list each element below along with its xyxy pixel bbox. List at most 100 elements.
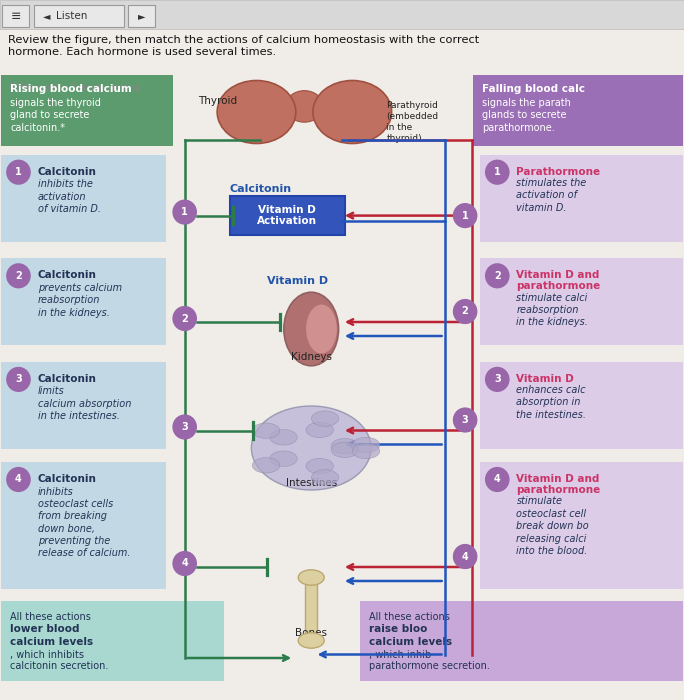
Circle shape: [172, 199, 197, 225]
Text: Calcitonin: Calcitonin: [38, 167, 96, 176]
Text: Parathormone: Parathormone: [516, 167, 601, 176]
Text: inhibits the
activation
of vitamin D.: inhibits the activation of vitamin D.: [38, 179, 101, 214]
Text: stimulates the
activation of
vitamin D.: stimulates the activation of vitamin D.: [516, 178, 587, 213]
Circle shape: [453, 203, 477, 228]
Text: © Wadsworth – Thomson Learning: © Wadsworth – Thomson Learning: [8, 83, 140, 92]
Text: 1: 1: [181, 207, 188, 217]
Text: Listen: Listen: [56, 11, 88, 21]
FancyBboxPatch shape: [1, 258, 166, 345]
Text: stimulate
osteoclast cell
break down bo
releasing calci
into the blood.: stimulate osteoclast cell break down bo …: [516, 496, 589, 556]
Text: inhibits
osteoclast cells
from breaking
down bone,
preventing the
release of cal: inhibits osteoclast cells from breaking …: [38, 486, 130, 559]
FancyBboxPatch shape: [128, 5, 155, 27]
Text: Rising blood calcium: Rising blood calcium: [10, 84, 132, 94]
FancyBboxPatch shape: [1, 155, 166, 241]
Text: Kidneys: Kidneys: [291, 352, 332, 362]
Text: Vitamin D and: Vitamin D and: [516, 270, 600, 280]
Ellipse shape: [269, 451, 297, 466]
Text: Vitamin D: Vitamin D: [267, 276, 328, 286]
Ellipse shape: [352, 443, 380, 459]
Text: Parathyroid
(embedded
in the
thyroid): Parathyroid (embedded in the thyroid): [386, 102, 438, 143]
Text: 2: 2: [15, 271, 22, 281]
Text: Review the figure, then match the actions of calcium homeostasis with the correc: Review the figure, then match the action…: [8, 35, 479, 57]
Text: 2: 2: [181, 314, 188, 323]
FancyBboxPatch shape: [480, 462, 683, 589]
Ellipse shape: [298, 570, 324, 585]
Ellipse shape: [311, 470, 339, 485]
Ellipse shape: [352, 438, 380, 453]
Text: 3: 3: [15, 374, 22, 384]
Ellipse shape: [311, 411, 339, 426]
Text: 3: 3: [462, 415, 469, 425]
Ellipse shape: [306, 304, 337, 354]
FancyBboxPatch shape: [360, 601, 683, 681]
Text: Calcitonin: Calcitonin: [38, 270, 96, 280]
Text: 1: 1: [15, 167, 22, 177]
Text: parathormone secretion.: parathormone secretion.: [369, 661, 490, 671]
Text: calcium levels: calcium levels: [10, 637, 94, 647]
Ellipse shape: [252, 423, 280, 438]
Text: lower blood: lower blood: [10, 624, 80, 634]
Circle shape: [6, 160, 31, 185]
Text: ►: ►: [138, 11, 145, 21]
Ellipse shape: [252, 458, 280, 473]
Text: 4: 4: [462, 552, 469, 561]
Text: 2: 2: [494, 271, 501, 281]
Ellipse shape: [218, 80, 295, 144]
FancyBboxPatch shape: [1, 462, 166, 589]
Text: Vitamin D and: Vitamin D and: [516, 474, 600, 484]
Text: All these actions: All these actions: [369, 612, 453, 622]
Circle shape: [485, 467, 510, 492]
FancyBboxPatch shape: [2, 5, 29, 27]
Text: Vitamin D
Activation: Vitamin D Activation: [257, 205, 317, 226]
Text: All these actions: All these actions: [10, 612, 94, 622]
Text: 4: 4: [15, 475, 22, 484]
Text: ≡: ≡: [10, 10, 21, 22]
Text: prevents calcium
reabsorption
in the kidneys.: prevents calcium reabsorption in the kid…: [38, 283, 122, 318]
Circle shape: [485, 263, 510, 288]
FancyBboxPatch shape: [0, 0, 684, 29]
FancyBboxPatch shape: [1, 362, 166, 449]
Ellipse shape: [313, 80, 391, 144]
Ellipse shape: [252, 406, 371, 490]
Circle shape: [6, 263, 31, 288]
FancyBboxPatch shape: [230, 196, 345, 235]
Ellipse shape: [331, 442, 358, 458]
FancyBboxPatch shape: [34, 5, 124, 27]
Text: signals the thyroid
gland to secrete
calcitonin.*: signals the thyroid gland to secrete cal…: [10, 98, 101, 133]
Text: , which inhib: , which inhib: [369, 650, 432, 659]
Circle shape: [453, 544, 477, 569]
FancyBboxPatch shape: [480, 362, 683, 449]
Text: 1: 1: [462, 211, 469, 220]
Ellipse shape: [331, 438, 358, 454]
Text: parathormone: parathormone: [516, 281, 601, 291]
Ellipse shape: [286, 90, 324, 122]
Circle shape: [6, 467, 31, 492]
Circle shape: [485, 160, 510, 185]
Text: parathormone: parathormone: [516, 485, 601, 495]
FancyBboxPatch shape: [1, 601, 224, 681]
Text: Thyroid: Thyroid: [198, 97, 237, 106]
Text: calcium levels: calcium levels: [369, 637, 453, 647]
Ellipse shape: [306, 458, 333, 474]
Text: limits
calcium absorption
in the intestines.: limits calcium absorption in the intesti…: [38, 386, 131, 421]
Text: 3: 3: [181, 422, 188, 432]
Text: signals the parath
glands to secrete
parathormone.: signals the parath glands to secrete par…: [482, 98, 571, 133]
Text: 4: 4: [181, 559, 188, 568]
Text: Calcitonin: Calcitonin: [38, 374, 96, 384]
Text: stimulate calci
reabsorption
in the kidneys.: stimulate calci reabsorption in the kidn…: [516, 293, 588, 328]
FancyBboxPatch shape: [480, 155, 683, 241]
Text: , which inhibits: , which inhibits: [10, 650, 84, 659]
Circle shape: [453, 299, 477, 324]
Text: raise bloo: raise bloo: [369, 624, 428, 634]
Ellipse shape: [306, 422, 333, 438]
Text: 4: 4: [494, 475, 501, 484]
Text: Parathormone: Parathormone: [256, 197, 345, 206]
Circle shape: [172, 414, 197, 440]
Text: 3: 3: [494, 374, 501, 384]
Text: calcitonin secretion.: calcitonin secretion.: [10, 661, 109, 671]
Text: Calcitonin: Calcitonin: [229, 184, 291, 194]
Text: Vitamin D: Vitamin D: [516, 374, 574, 384]
Text: Falling blood calc: Falling blood calc: [482, 84, 586, 94]
Text: ◄: ◄: [43, 11, 50, 21]
Ellipse shape: [269, 430, 297, 445]
